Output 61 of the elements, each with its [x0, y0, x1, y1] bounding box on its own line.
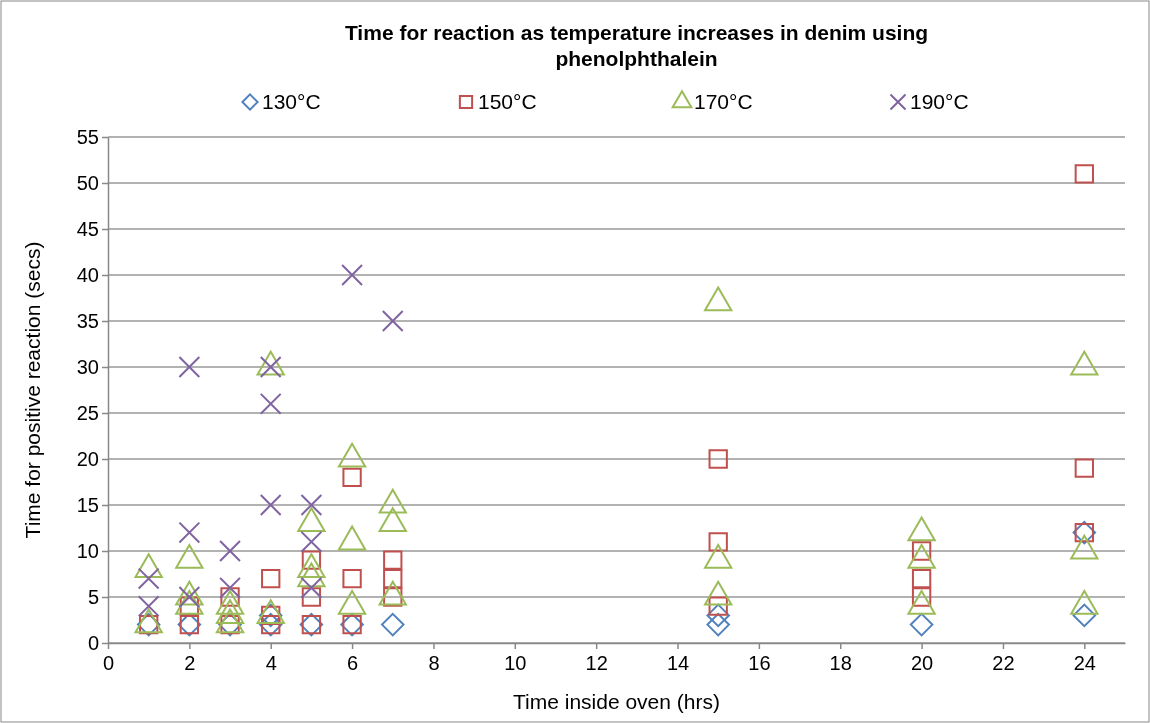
x-tick-label: 14	[666, 652, 690, 674]
point	[300, 494, 323, 516]
point	[911, 568, 932, 589]
point	[301, 587, 322, 607]
x-tick-label: 6	[347, 652, 359, 674]
y-axis-title: Time for positive reaction (secs)	[21, 241, 44, 539]
x-tick-label: 0	[102, 652, 115, 674]
point	[341, 264, 364, 286]
legend-label: 190°C	[910, 90, 969, 113]
x-tick-label: 16	[748, 652, 771, 674]
point	[261, 568, 281, 589]
point	[219, 576, 241, 599]
point	[706, 603, 730, 628]
y-tick-label: 10	[76, 539, 99, 562]
point	[1074, 164, 1094, 184]
legend-label: 150°C	[478, 90, 537, 113]
y-tick-label: 15	[76, 493, 99, 516]
point	[219, 540, 241, 562]
x-tick-label: 2	[184, 652, 196, 674]
y-tick-label: 40	[76, 263, 99, 286]
point	[178, 521, 201, 544]
y-tick-label: 50	[76, 171, 99, 194]
point	[259, 494, 282, 516]
point	[708, 532, 728, 552]
y-tick-label: 30	[76, 355, 99, 378]
x-axis-title: Time inside oven (hrs)	[513, 690, 720, 713]
legend-label: 170°C	[694, 90, 753, 113]
y-tick-label: 25	[76, 401, 99, 424]
x-tick-label: 18	[829, 652, 852, 674]
legend-label: 130°C	[262, 90, 321, 113]
point	[909, 612, 934, 637]
point	[383, 568, 403, 589]
point	[178, 356, 201, 378]
chart-title: Time for reaction as temperature increases in denim using phenolphthalein	[344, 21, 929, 70]
point	[1074, 458, 1094, 478]
y-tick-label: 20	[76, 447, 99, 470]
y-tick-label: 0	[87, 631, 99, 654]
x-tick-label: 4	[265, 652, 277, 674]
point	[383, 550, 403, 570]
y-tick-label: 45	[76, 217, 99, 240]
x-tick-label: 24	[1073, 652, 1096, 674]
point	[300, 576, 323, 599]
y-tick-label: 55	[76, 125, 99, 148]
y-tick-label: 5	[87, 585, 99, 608]
point	[137, 595, 160, 618]
point	[300, 530, 323, 553]
point	[259, 392, 282, 415]
point	[137, 567, 160, 590]
point	[381, 612, 405, 637]
point	[1072, 603, 1097, 628]
point	[381, 310, 404, 332]
point	[708, 449, 728, 469]
x-tick-label: 10	[504, 652, 527, 674]
point	[706, 612, 730, 637]
x-tick-label: 20	[910, 652, 934, 674]
point	[342, 568, 362, 589]
y-tick-label: 35	[76, 309, 99, 332]
x-tick-label: 12	[585, 652, 608, 674]
x-tick-label: 22	[992, 652, 1015, 674]
x-tick-label: 8	[428, 652, 440, 674]
point	[342, 467, 362, 488]
